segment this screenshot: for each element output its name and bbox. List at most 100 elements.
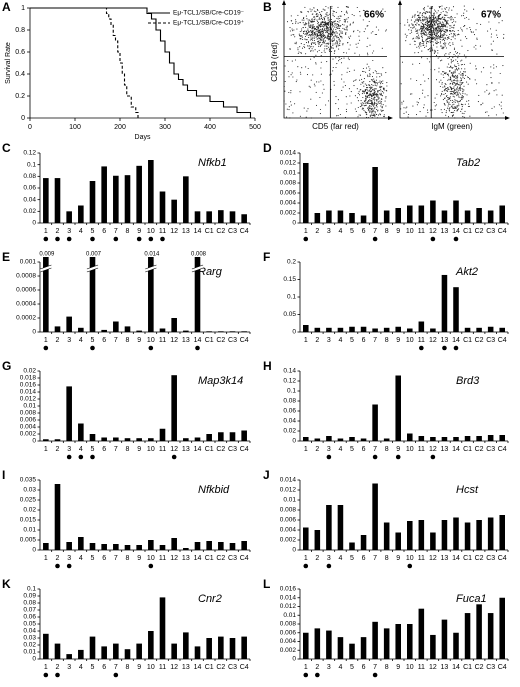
flow-event [383,115,385,117]
flow-event [463,12,465,14]
gene-title: Hcst [456,484,479,496]
x-tick-label: 13 [182,337,190,344]
x-tick-label: C4 [240,446,249,453]
flow-event [471,31,473,33]
y-tick-label: 0 [292,220,296,227]
flow-event [284,65,286,67]
flow-event [320,31,322,33]
flow-event [422,74,424,76]
gene-title: Map3k14 [198,375,243,387]
flow-event [446,30,448,32]
flow-event [373,110,375,112]
flow-event [443,30,445,32]
flow-event [448,66,450,69]
flow-event [455,92,457,94]
y-tick-label: 0.14 [283,368,296,375]
flow-event [359,74,362,76]
bar [499,205,505,223]
flow-event [444,19,446,21]
flow-event [434,51,436,53]
flow-event [313,16,315,18]
axis-break-line [191,264,204,273]
flow-event [295,41,297,43]
flow-event [422,24,425,26]
flow-event [353,30,355,32]
bar [206,434,212,441]
bar [372,404,378,441]
flow-event [343,14,346,16]
flow-event [377,90,379,92]
flow-event [297,22,299,24]
x-tick-label: C4 [498,446,507,453]
flow-event [457,80,459,82]
x-tick-label: 3 [327,337,331,344]
flow-event [460,64,462,66]
x-tick-label: 8 [385,664,389,671]
flow-event [452,18,454,20]
panel-letter: H [263,359,272,373]
flow-event [417,18,419,21]
flow-event [447,88,449,90]
flow-event [484,91,486,93]
bar [360,535,367,550]
bar [89,257,96,332]
flow-event [405,111,407,113]
y-tick-label: 0.02 [23,642,36,649]
flow-event [303,44,305,46]
bar [229,543,236,550]
flow-event [407,19,409,21]
flow-event [409,93,412,95]
flow-event [377,114,380,116]
flow-event [495,114,497,116]
flow-event [356,46,358,48]
flow-event [428,41,430,43]
x-tick-label: C4 [498,555,507,562]
flow-event [305,42,308,44]
flow-event [422,23,424,25]
flow-event [329,50,331,52]
flow-event [320,15,322,17]
flow-event [448,89,450,91]
flow-event [432,20,434,22]
flow-event [361,93,363,95]
flow-event [457,57,459,59]
bar [349,326,355,332]
flow-event [327,17,329,19]
flow-event [490,43,492,45]
flow-event [425,12,427,14]
flow-event [367,108,370,110]
flow-event [371,87,373,89]
flow-event [413,24,415,26]
flow-event [306,110,308,112]
flow-event [342,27,344,29]
flow-event [455,21,457,23]
flow-event [320,73,322,75]
flow-event [431,34,433,36]
flow-event [417,19,419,21]
flow-event [451,88,453,90]
flow-event [437,18,439,20]
y-tick-label: 0.08 [283,398,296,405]
bar [241,331,247,332]
flow-event [460,77,462,79]
bar [113,437,119,441]
flow-event [338,60,340,62]
flow-event [427,40,429,42]
flow-event [448,108,450,110]
flow-event [303,17,305,19]
bar [349,643,355,659]
bar [464,210,471,223]
flow-event [335,11,337,13]
flow-event [308,25,310,27]
bar [159,428,166,441]
flow-event [328,36,330,38]
flow-event [454,89,456,91]
flow-event [323,34,325,36]
flow-event [435,104,438,106]
flow-event [364,104,367,106]
flow-event [416,104,418,106]
flow-event [336,32,338,34]
flow-event [426,32,428,34]
flow-event [298,51,300,53]
flow-event [456,52,458,55]
